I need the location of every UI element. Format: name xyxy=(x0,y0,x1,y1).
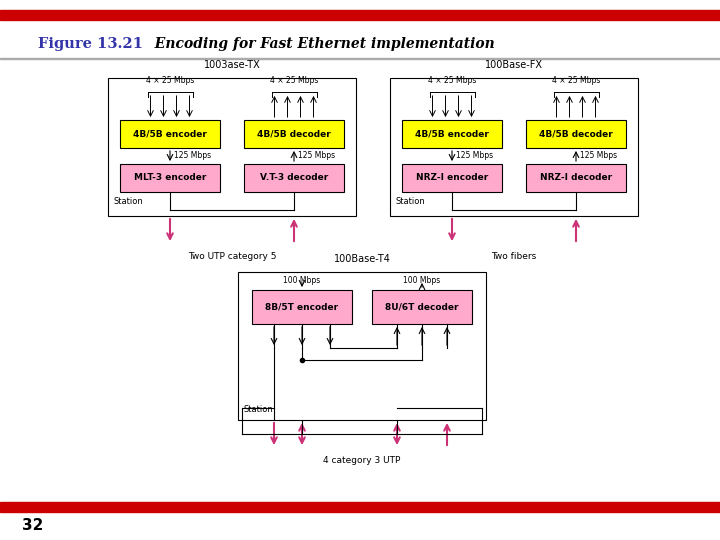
Bar xyxy=(390,78,638,216)
Text: 125 Mbps: 125 Mbps xyxy=(298,152,335,160)
Text: 125 Mbps: 125 Mbps xyxy=(174,152,211,160)
Text: 4B/5B decoder: 4B/5B decoder xyxy=(539,130,613,138)
Text: 32: 32 xyxy=(22,517,43,532)
Text: Station: Station xyxy=(244,405,274,414)
Bar xyxy=(402,164,502,192)
Text: NRZ-I decoder: NRZ-I decoder xyxy=(540,173,612,183)
Bar xyxy=(526,164,626,192)
Bar xyxy=(244,120,344,148)
Bar xyxy=(0,57,720,59)
Text: 100Base-T4: 100Base-T4 xyxy=(333,254,390,264)
Bar xyxy=(244,164,344,192)
Text: 125 Mbps: 125 Mbps xyxy=(456,152,493,160)
Bar xyxy=(0,10,720,20)
Text: 100 Mbps: 100 Mbps xyxy=(284,276,320,285)
Text: Two fibers: Two fibers xyxy=(491,252,536,261)
Text: 1003ase-TX: 1003ase-TX xyxy=(204,60,261,70)
Text: 100Base-FX: 100Base-FX xyxy=(485,60,543,70)
Text: V.T-3 decoder: V.T-3 decoder xyxy=(260,173,328,183)
Text: Figure 13.21: Figure 13.21 xyxy=(38,37,143,51)
Bar xyxy=(108,78,356,216)
Text: 4B/5B encoder: 4B/5B encoder xyxy=(133,130,207,138)
Text: MLT-3 encoder: MLT-3 encoder xyxy=(134,173,206,183)
Text: 125 Mbps: 125 Mbps xyxy=(580,152,617,160)
Text: 4B/5B encoder: 4B/5B encoder xyxy=(415,130,489,138)
Text: 8B/5T encoder: 8B/5T encoder xyxy=(266,302,338,312)
Text: 4 × 25 Mbps: 4 × 25 Mbps xyxy=(428,76,476,85)
Text: 4 × 25 Mbps: 4 × 25 Mbps xyxy=(146,76,194,85)
Bar xyxy=(372,290,472,324)
Bar xyxy=(252,290,352,324)
Bar xyxy=(402,120,502,148)
Text: 100 Mbps: 100 Mbps xyxy=(403,276,441,285)
Bar xyxy=(120,164,220,192)
Bar xyxy=(0,502,720,512)
Text: Encoding for Fast Ethernet implementation: Encoding for Fast Ethernet implementatio… xyxy=(145,37,495,51)
Text: 4 category 3 UTP: 4 category 3 UTP xyxy=(323,456,401,465)
Text: 4 × 25 Mbps: 4 × 25 Mbps xyxy=(552,76,600,85)
Bar xyxy=(526,120,626,148)
Text: 8U/6T decoder: 8U/6T decoder xyxy=(385,302,459,312)
Text: Station: Station xyxy=(114,197,144,206)
Text: Station: Station xyxy=(396,197,426,206)
Text: 4 × 25 Mbps: 4 × 25 Mbps xyxy=(270,76,318,85)
Bar xyxy=(238,272,486,420)
Bar xyxy=(120,120,220,148)
Text: NRZ-I encoder: NRZ-I encoder xyxy=(416,173,488,183)
Text: 4B/5B decoder: 4B/5B decoder xyxy=(257,130,331,138)
Text: Two UTP category 5: Two UTP category 5 xyxy=(188,252,276,261)
